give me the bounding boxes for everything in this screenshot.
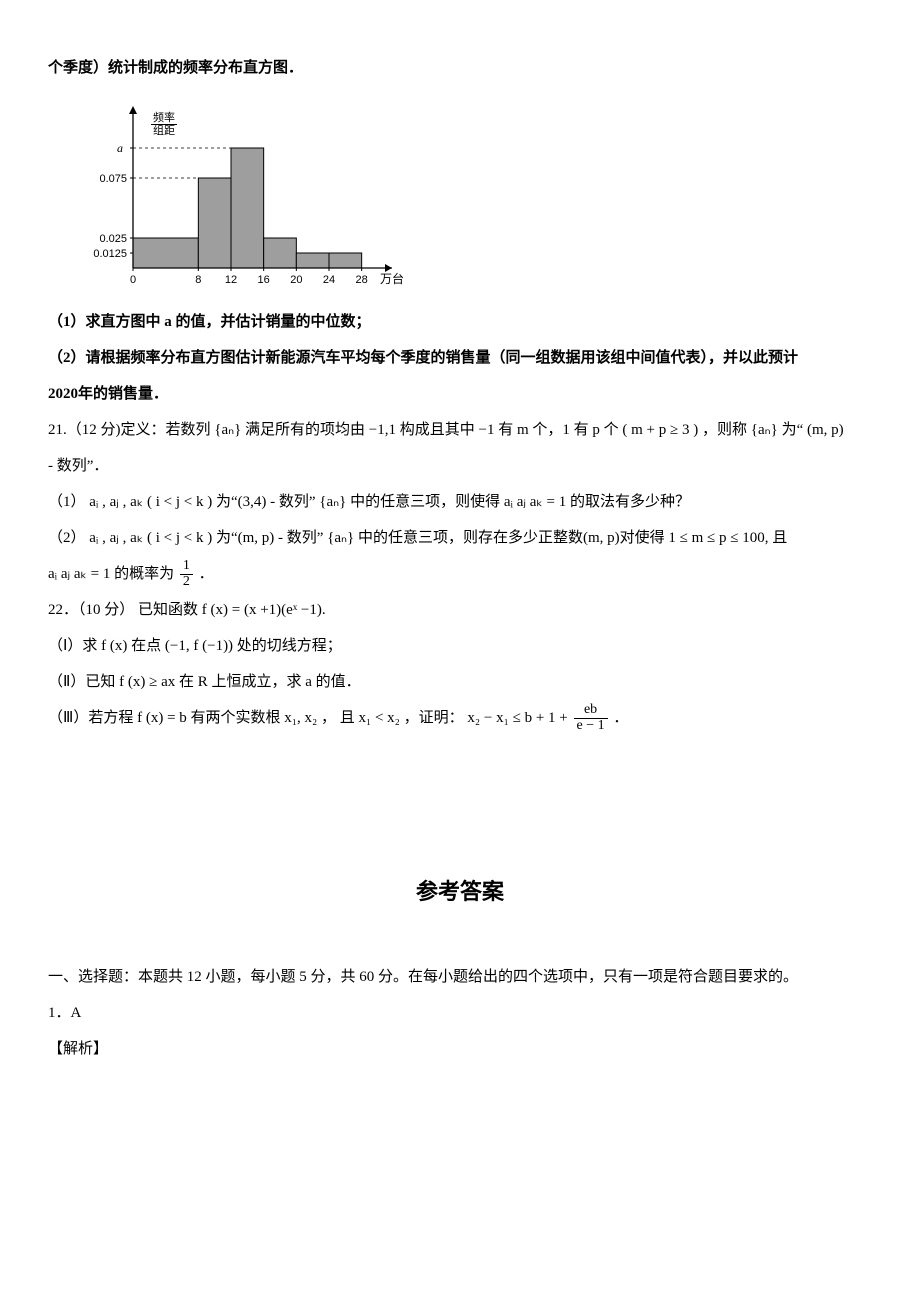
p22-3a: （Ⅲ）若方程 f (x) = b 有两个实数根 x₁, x₂ ， 且 x₁ < … [48, 710, 464, 726]
p21-1a: （1） [48, 494, 86, 510]
q2b-text: 2020年的销售量． [48, 386, 168, 402]
p22-text: 22．（10 分） 已知函数 [48, 602, 198, 618]
prod1-1: aᵢ aⱼ aₖ = 1 [504, 494, 566, 510]
answers-section: 一、选择题：本题共 12 小题，每小题 5 分，共 60 分。在每小题给出的四个… [48, 959, 872, 995]
svg-text:16: 16 [258, 274, 270, 286]
p22-1-text: （Ⅰ）求 f (x) 在点 (−1, f (−1)) 处的切线方程； [48, 638, 342, 654]
p21: 21.（12 分)定义：若数列 {aₙ} 满足所有的项均由 −1,1 构成且其中… [48, 412, 872, 448]
answers-title: 参考答案 [48, 866, 872, 919]
p21-2e: 的概率为 [114, 566, 174, 582]
svg-text:8: 8 [195, 274, 201, 286]
intro-line: 个季度）统计制成的频率分布直方图． [48, 50, 872, 86]
p21-1c: 中的任意三项，则使得 [350, 494, 500, 510]
p22-1: （Ⅰ）求 f (x) 在点 (−1, f (−1)) 处的切线方程； [48, 628, 872, 664]
p21-2c: 中的任意三项，则存在多少正整数(m, p)对使得 [358, 530, 665, 546]
ineq-num: eb [574, 703, 608, 719]
p21-2f: ． [199, 566, 214, 582]
histogram-chart: 0.0750.0250.0125a081216202428万台频率组距 [78, 100, 872, 290]
p22-2-text: （Ⅱ）已知 f (x) ≥ ax 在 R 上恒成立，求 a 的值． [48, 674, 361, 690]
p22-fx: f (x) = (x +1)(eˣ −1). [202, 602, 326, 618]
answer-jx: 【解析】 [48, 1031, 872, 1067]
p21-tail: - 数列”． [48, 448, 872, 484]
chart-svg: 0.0750.0250.0125a081216202428万台频率组距 [78, 100, 408, 290]
answer-1: 1．A [48, 995, 872, 1031]
half-num: 1 [180, 559, 193, 575]
p22: 22．（10 分） 已知函数 f (x) = (x +1)(eˣ −1). [48, 592, 872, 628]
p21e: - 数列”． [48, 458, 108, 474]
ineq-den: e − 1 [574, 719, 608, 734]
p21b: 满足所有的项均由 −1,1 构成且其中 −1 有 m 个，1 有 p 个 [245, 422, 619, 438]
p21-2b: 为“(m, p) - 数列” [216, 530, 323, 546]
ai-2: aᵢ , aⱼ , aₖ ( i < j < k ) [89, 530, 212, 546]
an-seq-1: {aₙ} [214, 422, 241, 438]
p21-2-line2: aᵢ aⱼ aₖ = 1 的概率为 1 2 ． [48, 556, 872, 592]
svg-text:0.075: 0.075 [99, 173, 127, 185]
ineq-lhs: x₂ − x₁ ≤ b + 1 + [467, 710, 571, 726]
p21-1d: 的取法有多少种？ [570, 494, 690, 510]
p21-1: （1） aᵢ , aⱼ , aₖ ( i < j < k ) 为“(3,4) -… [48, 484, 872, 520]
range-mp: 1 ≤ m ≤ p ≤ 100, [668, 530, 768, 546]
p22-3: （Ⅲ）若方程 f (x) = b 有两个实数根 x₁, x₂ ， 且 x₁ < … [48, 700, 872, 736]
half-frac: 1 2 [180, 559, 193, 589]
an-seq-4: {aₙ} [327, 530, 354, 546]
svg-text:0.025: 0.025 [99, 233, 127, 245]
p22-3b: ． [613, 710, 628, 726]
ineq-frac: eb e − 1 [574, 703, 608, 733]
half-den: 2 [180, 575, 193, 590]
p22-2: （Ⅱ）已知 f (x) ≥ ax 在 R 上恒成立，求 a 的值． [48, 664, 872, 700]
svg-text:28: 28 [356, 274, 368, 286]
an-seq-3: {aₙ} [319, 494, 346, 510]
svg-text:万台: 万台 [380, 271, 404, 286]
svg-text:24: 24 [323, 274, 335, 286]
ai-1: aᵢ , aⱼ , aₖ ( i < j < k ) [89, 494, 212, 510]
p21a: 21.（12 分)定义：若数列 [48, 422, 211, 438]
svg-text:20: 20 [290, 274, 302, 286]
p21d: 为“ [782, 422, 804, 438]
p21-1b: 为“(3,4) - 数列” [216, 494, 316, 510]
q2: （2）请根据频率分布直方图估计新能源汽车平均每个季度的销售量（同一组数据用该组中… [48, 340, 872, 376]
q1-text: （1）求直方图中 a 的值，并估计销量的中位数； [48, 314, 371, 330]
p21-2a: （2） [48, 530, 86, 546]
mp-pair: (m, p) [807, 422, 844, 438]
svg-text:0.0125: 0.0125 [93, 248, 127, 260]
p21-2: （2） aᵢ , aⱼ , aₖ ( i < j < k ) 为“(m, p) … [48, 520, 872, 556]
q1: （1）求直方图中 a 的值，并估计销量的中位数； [48, 304, 872, 340]
an-seq-2: {aₙ} [751, 422, 778, 438]
mp-ge3: ( m + p ≥ 3 ) [622, 422, 698, 438]
p21c: ，则称 [702, 422, 747, 438]
q2-text: （2）请根据频率分布直方图估计新能源汽车平均每个季度的销售量（同一组数据用该组中… [48, 350, 798, 366]
svg-text:0: 0 [130, 274, 136, 286]
prod1-2: aᵢ aⱼ aₖ = 1 [48, 566, 110, 582]
svg-text:a: a [117, 141, 123, 155]
q2b: 2020年的销售量． [48, 376, 872, 412]
p21-2d: 且 [772, 530, 787, 546]
svg-text:12: 12 [225, 274, 237, 286]
